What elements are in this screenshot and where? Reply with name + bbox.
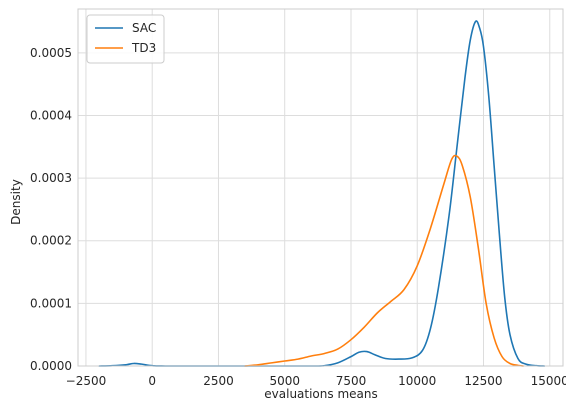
y-axis-label: Density [9,179,23,225]
series-lines [98,20,546,367]
x-tick-label: 12500 [464,374,502,388]
x-axis-label: evaluations means [264,387,377,401]
x-tick-label: 5000 [269,374,300,388]
series-line-td3 [244,154,525,367]
legend-box [86,14,165,64]
legend-label-td3: TD3 [131,41,156,55]
x-axis-tick-labels: −2500 0 2500 5000 7500 10000 12500 15000 [66,374,566,388]
plot-frame [77,8,564,367]
x-tick-label: 2500 [203,374,234,388]
grid-lines [78,9,563,367]
y-tick-label: 0.0001 [30,296,72,310]
x-tick-label: 7500 [336,374,367,388]
x-tick-label: 10000 [398,374,436,388]
legend-label-sac: SAC [132,21,156,35]
x-tick-label: 0 [148,374,156,388]
y-tick-label: 0.0000 [30,359,72,373]
y-tick-label: 0.0005 [30,46,72,60]
y-axis-tick-labels: 0.0000 0.0001 0.0002 0.0003 0.0004 0.0005 [30,46,72,373]
series-line-sac [98,20,546,367]
y-tick-label: 0.0003 [30,171,72,185]
legend: SAC TD3 [86,14,165,64]
y-tick-label: 0.0004 [30,108,72,122]
x-tick-label: 15000 [531,374,566,388]
y-tick-label: 0.0002 [30,234,72,248]
x-tick-label: −2500 [66,374,107,388]
